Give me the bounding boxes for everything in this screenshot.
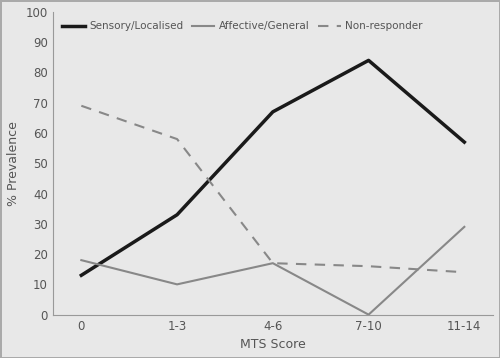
Non-responder — [78, 103, 84, 108]
Non-responder — [270, 261, 276, 265]
Affective/General — [462, 225, 468, 229]
Sensory/Localised — [270, 110, 276, 114]
Affective/General — [270, 261, 276, 265]
Y-axis label: % Prevalence: % Prevalence — [7, 121, 20, 206]
Non-responder — [174, 137, 180, 141]
X-axis label: MTS Score: MTS Score — [240, 338, 306, 351]
Sensory/Localised — [174, 213, 180, 217]
Sensory/Localised — [78, 273, 84, 277]
Legend: Sensory/Localised, Affective/General, Non-responder: Sensory/Localised, Affective/General, No… — [58, 17, 426, 35]
Non-responder — [366, 264, 372, 268]
Affective/General — [174, 282, 180, 286]
Line: Affective/General: Affective/General — [82, 227, 464, 315]
Line: Sensory/Localised: Sensory/Localised — [82, 61, 464, 275]
Affective/General — [78, 258, 84, 262]
Sensory/Localised — [462, 140, 468, 144]
Affective/General — [366, 313, 372, 317]
Sensory/Localised — [366, 58, 372, 63]
Line: Non-responder: Non-responder — [82, 106, 464, 272]
Non-responder — [462, 270, 468, 275]
